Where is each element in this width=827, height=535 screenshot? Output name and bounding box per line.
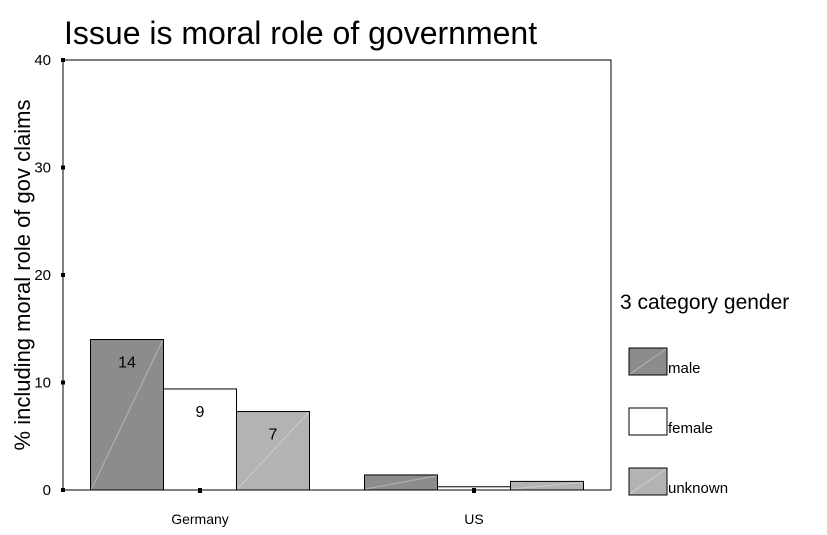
y-tick-mark	[61, 273, 65, 277]
x-tick-label: Germany	[171, 511, 229, 527]
bar	[236, 411, 310, 491]
data-labels: 14 9 7	[118, 355, 277, 444]
legend-label: male	[668, 360, 701, 377]
y-axis-label: % including moral role of gov claims	[10, 100, 35, 451]
x-axis: Germany US	[171, 488, 484, 527]
y-tick-mark	[61, 58, 65, 62]
data-label: 9	[196, 404, 205, 421]
y-tick-label: 30	[34, 160, 51, 177]
y-axis: 0 10 20 30 40	[34, 52, 65, 499]
x-tick-mark	[472, 488, 476, 493]
bars	[90, 339, 584, 491]
x-tick-label: US	[464, 511, 483, 527]
y-tick-mark	[61, 488, 65, 492]
legend-title: 3 category gender	[620, 291, 789, 314]
legend-item: female	[628, 407, 713, 437]
legend-swatch-shade	[629, 348, 667, 375]
chart-title: Issue is moral role of government	[64, 15, 537, 51]
bar-shade	[365, 475, 437, 490]
legend-label: female	[668, 420, 713, 437]
legend-item: unknown	[628, 467, 728, 497]
y-tick-mark	[61, 380, 65, 385]
legend-swatch	[628, 467, 668, 496]
legend: male female unknown	[628, 347, 728, 497]
y-tick-mark	[61, 165, 65, 170]
legend-swatch-shade	[629, 468, 667, 495]
x-tick-mark	[198, 488, 202, 493]
bar-shade	[511, 481, 583, 490]
data-label: 14	[118, 355, 136, 372]
data-label: 7	[269, 427, 278, 444]
y-tick-label: 0	[43, 482, 51, 499]
y-tick-label: 10	[34, 375, 51, 392]
y-tick-label: 40	[34, 52, 51, 69]
bar	[510, 480, 584, 491]
bar-shade	[91, 340, 163, 490]
bar-shade	[237, 412, 309, 490]
legend-label: unknown	[668, 480, 728, 497]
y-tick-label: 20	[34, 267, 51, 284]
bar	[90, 339, 164, 491]
legend-item: male	[628, 347, 701, 377]
legend-swatch	[628, 347, 668, 376]
bar	[364, 474, 438, 491]
legend-swatch	[628, 407, 668, 436]
